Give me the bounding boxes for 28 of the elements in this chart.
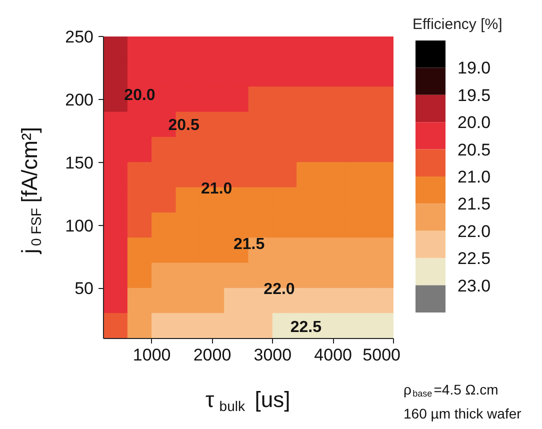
color-bar-title: Efficiency [%] bbox=[412, 16, 502, 33]
annotation: 22.0 bbox=[264, 281, 295, 298]
color-bar-label: 22.0 bbox=[458, 222, 491, 241]
y-tick-label: 100 bbox=[65, 216, 94, 236]
y-tick-label: 50 bbox=[74, 279, 94, 298]
color-bar-label: 20.0 bbox=[458, 113, 491, 132]
annotation: 20.5 bbox=[168, 117, 200, 134]
color-bar-label: 20.5 bbox=[458, 140, 491, 160]
y-tick-label: 150 bbox=[65, 153, 94, 172]
color-bar-label: 21.5 bbox=[458, 194, 491, 214]
x-tick-label: 3000 bbox=[254, 346, 292, 364]
x-tick-label: 1000 bbox=[132, 346, 171, 364]
x-tick-label: 4000 bbox=[314, 346, 352, 364]
y-tick-label: 200 bbox=[65, 90, 94, 110]
color-bar-label: 23.0 bbox=[458, 276, 491, 296]
annotation: 22.5 bbox=[290, 318, 322, 336]
y-tick-label: 250 bbox=[65, 28, 94, 46]
y-axis-title: j0 FSF [fA/cm²] bbox=[17, 126, 44, 255]
color-bar-label: 22.5 bbox=[458, 249, 491, 268]
annotation: 21.0 bbox=[201, 180, 232, 198]
color-bar-label: 21.0 bbox=[458, 168, 491, 186]
x-tick-label: 2000 bbox=[193, 346, 232, 364]
annotation: 20.0 bbox=[124, 86, 156, 104]
color-bar-label: 19.0 bbox=[458, 58, 491, 78]
text: 160 µm thick wafer bbox=[404, 406, 522, 422]
color-bar-label: 19.5 bbox=[458, 86, 491, 105]
x-tick-label: 5000 bbox=[362, 346, 401, 364]
annotation: 21.5 bbox=[234, 236, 265, 253]
